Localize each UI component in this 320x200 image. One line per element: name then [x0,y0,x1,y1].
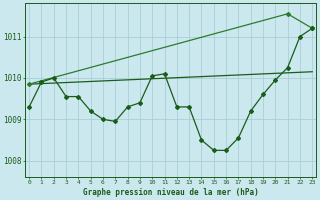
X-axis label: Graphe pression niveau de la mer (hPa): Graphe pression niveau de la mer (hPa) [83,188,259,197]
